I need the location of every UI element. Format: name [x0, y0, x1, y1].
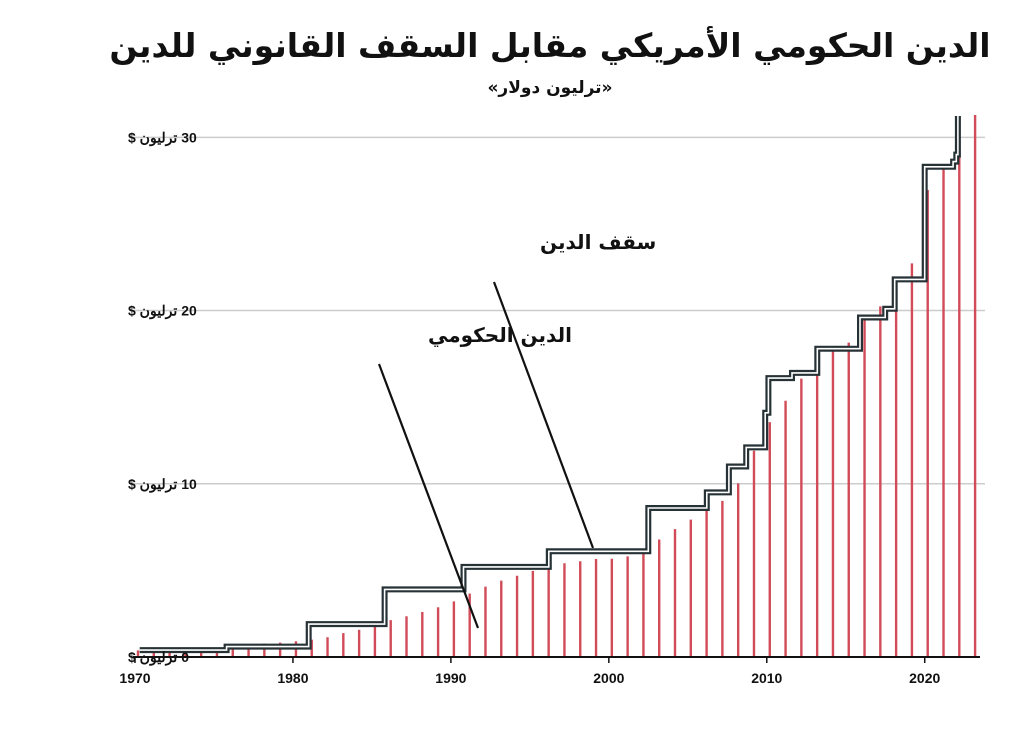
ceiling-line — [139, 116, 961, 654]
annotation-leader-ceiling — [492, 281, 595, 549]
gridlines — [130, 136, 985, 485]
chart-subtitle: «ترليون دولار» — [487, 78, 613, 98]
x-tick-label: 1990 — [435, 670, 466, 686]
y-tick-label: 30 ترليون $ — [128, 129, 197, 146]
annotation-debt-label: الدين الحكومي — [428, 323, 572, 348]
x-tick-label: 1970 — [119, 670, 150, 686]
annotations: سقف الدين الدين الحكومي — [377, 230, 656, 629]
y-tick-label: 10 ترليون $ — [128, 476, 197, 493]
x-tick-label: 1980 — [277, 670, 308, 686]
axes: 0 ترليون $10 ترليون $20 ترليون $30 ترليو… — [119, 129, 980, 686]
ceiling-step-inner — [139, 116, 959, 651]
annotation-leader-debt — [377, 363, 480, 629]
x-tick-label: 2000 — [593, 670, 624, 686]
x-tick-label: 2020 — [909, 670, 940, 686]
annotation-ceiling-label: سقف الدين — [540, 230, 656, 254]
y-tick-label: 20 ترليون $ — [128, 303, 197, 320]
debt-bars — [136, 115, 977, 657]
x-tick-label: 2010 — [751, 670, 782, 686]
chart-title: الدين الحكومي الأمريكي مقابل السقف القان… — [109, 26, 991, 65]
